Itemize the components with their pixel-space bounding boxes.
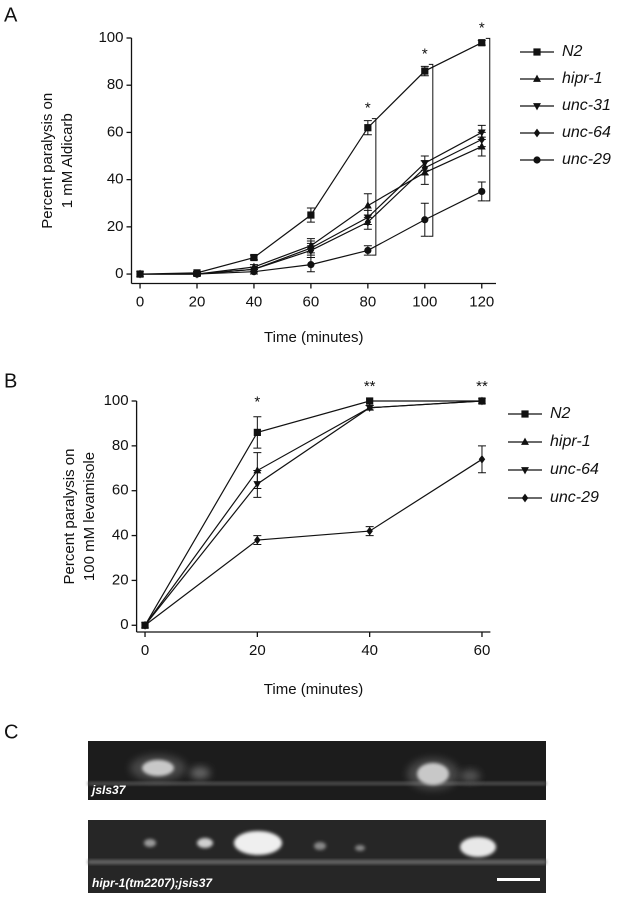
- y-axis-label: 100 mM levamisole: [81, 452, 98, 581]
- legend-label: unc-31: [562, 97, 611, 114]
- y-tick-label: 100: [98, 29, 123, 46]
- marker: [533, 103, 541, 111]
- marker: [533, 74, 541, 82]
- marker: [193, 270, 201, 278]
- panel-label: A: [4, 4, 18, 26]
- marker: [253, 466, 262, 474]
- x-tick-label: 20: [249, 642, 266, 659]
- image-label: jsIs37: [90, 783, 127, 797]
- marker: [521, 467, 529, 475]
- y-axis-label: 1 mM Aldicarb: [59, 113, 76, 208]
- y-tick-label: 80: [107, 76, 124, 93]
- marker: [363, 201, 372, 209]
- panel-label: B: [4, 370, 17, 392]
- series-line: [144, 458, 483, 626]
- marker: [478, 454, 486, 464]
- legend-label: unc-64: [562, 124, 611, 141]
- marker: [365, 404, 374, 413]
- x-tick-label: 40: [246, 293, 263, 310]
- x-tick-label: 60: [474, 642, 491, 659]
- marker: [307, 211, 315, 219]
- legend-label: N2: [550, 405, 571, 422]
- marker: [533, 156, 541, 164]
- marker: [521, 410, 529, 418]
- annotation: **: [476, 378, 488, 395]
- y-tick-label: 100: [104, 392, 129, 409]
- marker: [533, 48, 541, 56]
- marker: [253, 481, 262, 489]
- y-tick-label: 0: [120, 616, 128, 633]
- bracket: [485, 37, 491, 202]
- marker: [254, 535, 261, 545]
- marker: [366, 397, 374, 405]
- marker: [307, 261, 315, 269]
- legend-label: hipr-1: [562, 70, 603, 87]
- marker: [478, 135, 486, 144]
- x-tick-label: 40: [361, 642, 378, 659]
- micrograph: jsIs37: [88, 741, 546, 800]
- y-axis-label: Percent paralysis on: [39, 93, 56, 229]
- x-axis-label: Time (minutes): [264, 329, 363, 346]
- marker: [478, 187, 486, 196]
- marker: [421, 216, 429, 224]
- bracket: [371, 118, 377, 256]
- annotation: *: [422, 45, 428, 62]
- x-axis-label: Time (minutes): [264, 681, 363, 698]
- y-tick-label: 60: [107, 123, 124, 140]
- marker: [366, 526, 373, 536]
- annotation: *: [479, 19, 485, 36]
- legend-label: unc-29: [550, 489, 599, 506]
- marker: [478, 39, 486, 47]
- y-tick-label: 80: [112, 437, 129, 454]
- marker: [421, 163, 429, 173]
- annotation: **: [364, 378, 376, 395]
- image-label: hipr-1(tm2207);jsis37: [92, 876, 213, 890]
- x-tick-label: 120: [469, 293, 494, 310]
- marker: [364, 246, 372, 255]
- marker: [250, 253, 258, 262]
- marker: [421, 67, 429, 75]
- marker: [521, 437, 529, 445]
- marker: [364, 217, 372, 227]
- legend-label: unc-29: [562, 151, 611, 168]
- y-tick-label: 20: [112, 571, 129, 588]
- legend-label: unc-64: [550, 461, 599, 478]
- annotation: *: [254, 394, 260, 411]
- y-tick-label: 20: [107, 218, 124, 235]
- marker: [521, 493, 529, 503]
- x-tick-label: 0: [136, 293, 144, 310]
- x-tick-label: 60: [303, 293, 320, 310]
- y-tick-label: 0: [115, 265, 123, 282]
- y-tick-label: 40: [107, 171, 124, 188]
- legend-label: N2: [562, 43, 583, 60]
- marker: [253, 428, 261, 436]
- marker: [141, 620, 149, 630]
- x-tick-label: 80: [360, 293, 377, 310]
- marker: [533, 128, 541, 138]
- legend-label: hipr-1: [550, 433, 591, 450]
- marker: [364, 124, 372, 132]
- marker: [478, 398, 486, 406]
- marker: [136, 270, 144, 278]
- panel-label: C: [4, 721, 18, 743]
- x-tick-label: 20: [189, 293, 206, 310]
- bracket: [428, 63, 434, 237]
- annotation: *: [365, 100, 371, 117]
- series-line: [144, 400, 483, 626]
- marker: [307, 246, 315, 255]
- y-axis-label: Percent paralysis on: [61, 449, 78, 585]
- series-line: [144, 400, 483, 626]
- micrograph: hipr-1(tm2207);jsis37: [88, 820, 546, 893]
- y-tick-label: 40: [112, 527, 129, 544]
- x-tick-label: 100: [412, 293, 437, 310]
- series-line: [144, 400, 482, 626]
- marker: [250, 268, 258, 276]
- x-tick-label: 0: [141, 642, 149, 659]
- y-tick-label: 60: [112, 482, 129, 499]
